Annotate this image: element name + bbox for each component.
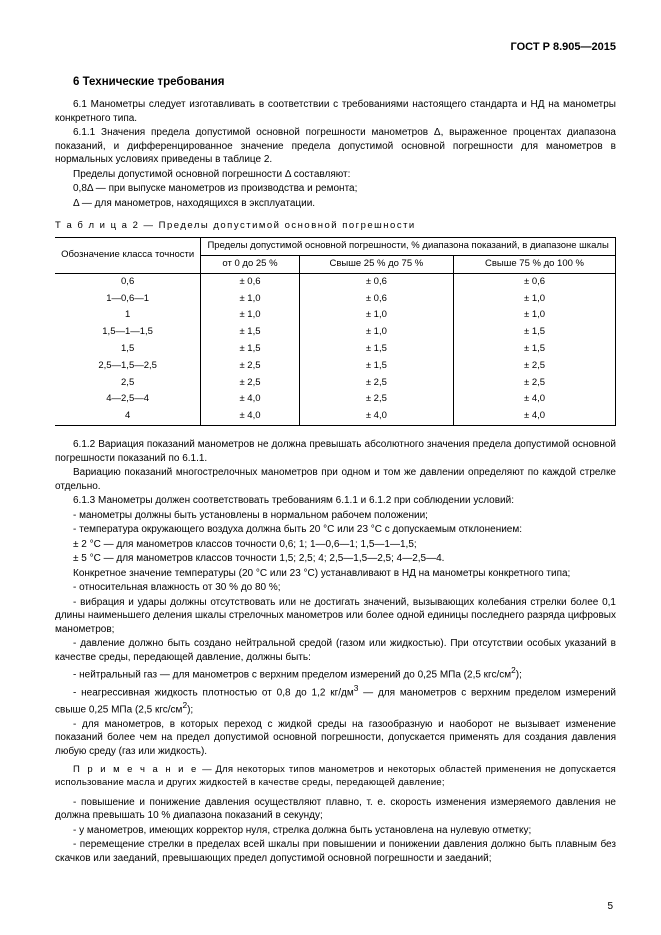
table-cell: ± 4,0 xyxy=(201,408,299,425)
body-text: 6.1.1 Значения предела допустимой основн… xyxy=(55,126,616,167)
table-cell: 0,6 xyxy=(55,273,201,290)
table-cell: ± 4,0 xyxy=(454,408,616,425)
table-cell: ± 0,6 xyxy=(299,291,453,308)
table-cell: ± 1,0 xyxy=(454,307,616,324)
table-cell: ± 1,0 xyxy=(201,291,299,308)
table-subheader: от 0 до 25 % xyxy=(201,255,299,273)
table-cell: ± 1,5 xyxy=(454,324,616,341)
body-text: 6.1.3 Манометры должен соответствовать т… xyxy=(55,494,616,508)
table-cell: 1,5—1—1,5 xyxy=(55,324,201,341)
table-cell: 1 xyxy=(55,307,201,324)
body-text: ± 2 °С — для манометров классов точности… xyxy=(55,538,616,552)
table-cell: ± 2,5 xyxy=(454,375,616,392)
body-text: - вибрация и удары должны отсутствовать … xyxy=(55,596,616,637)
doc-code: ГОСТ Р 8.905—2015 xyxy=(55,40,616,55)
body-text: - неагрессивная жидкость плотностью от 0… xyxy=(55,683,616,717)
body-text: 6.1 Манометры следует изготавливать в со… xyxy=(55,98,616,125)
body-text: - повышение и понижение давления осущест… xyxy=(55,796,616,823)
table-cell: ± 2,5 xyxy=(201,358,299,375)
body-text: - давление должно быть создано нейтральн… xyxy=(55,637,616,664)
table-cell: ± 2,5 xyxy=(299,375,453,392)
table-cell: 2,5 xyxy=(55,375,201,392)
table-cell: ± 1,5 xyxy=(454,341,616,358)
body-text: - нейтральный газ — для манометров с вер… xyxy=(55,665,616,682)
table-cell: ± 1,0 xyxy=(201,307,299,324)
section-name: Технические требования xyxy=(83,76,225,88)
table-cell: ± 2,5 xyxy=(454,358,616,375)
table-cell: ± 1,0 xyxy=(454,291,616,308)
text-span: ); xyxy=(187,704,193,715)
table-cell: ± 2,5 xyxy=(299,391,453,408)
error-limits-table: Обозначение класса точности Пределы допу… xyxy=(55,237,616,426)
table-cell: 4 xyxy=(55,408,201,425)
note: П р и м е ч а н и е — Для некоторых типо… xyxy=(55,764,616,790)
table-subheader: Свыше 75 % до 100 % xyxy=(454,255,616,273)
page-number: 5 xyxy=(607,900,613,914)
table-cell: ± 1,5 xyxy=(201,324,299,341)
table-cell: ± 0,6 xyxy=(201,273,299,290)
body-text: - относительная влажность от 30 % до 80 … xyxy=(55,581,616,595)
section-num: 6 xyxy=(73,76,79,88)
body-text: 0,8Δ — при выпуске манометров из произво… xyxy=(55,182,616,196)
body-text: - температура окружающего воздуха должна… xyxy=(55,523,616,537)
body-text: - у манометров, имеющих корректор нуля, … xyxy=(55,824,616,838)
body-text: Δ — для манометров, находящихся в эксплу… xyxy=(55,197,616,211)
page: ГОСТ Р 8.905—2015 6 Технические требован… xyxy=(0,0,661,935)
table-header: Пределы допустимой основной погрешности,… xyxy=(201,238,616,256)
note-label: П р и м е ч а н и е xyxy=(73,764,198,775)
table-caption: Т а б л и ц а 2 — Пределы допустимой осн… xyxy=(55,220,616,233)
body-text: - перемещение стрелки в пределах всей шк… xyxy=(55,838,616,865)
table-cell: ± 0,6 xyxy=(299,273,453,290)
body-text: ± 5 °С — для манометров классов точности… xyxy=(55,552,616,566)
table-cell: ± 4,0 xyxy=(201,391,299,408)
body-text: 6.1.2 Вариация показаний манометров не д… xyxy=(55,438,616,465)
text-span: - нейтральный газ — для манометров с вер… xyxy=(73,669,511,680)
table-subheader: Свыше 25 % до 75 % xyxy=(299,255,453,273)
body-text: Конкретное значение температуры (20 °С и… xyxy=(55,567,616,581)
table-cell: ± 1,5 xyxy=(299,341,453,358)
table-cell: ± 4,0 xyxy=(454,391,616,408)
table-cell: ± 1,5 xyxy=(201,341,299,358)
body-text: Пределы допустимой основной погрешности … xyxy=(55,168,616,182)
table-cell: ± 2,5 xyxy=(201,375,299,392)
table-cell: 2,5—1,5—2,5 xyxy=(55,358,201,375)
table-cell: ± 1,0 xyxy=(299,307,453,324)
table-cell: ± 1,0 xyxy=(299,324,453,341)
body-text: - для манометров, в которых переход с жи… xyxy=(55,718,616,759)
table-cell: ± 0,6 xyxy=(454,273,616,290)
table-cell: ± 1,5 xyxy=(299,358,453,375)
table-cell: 4—2,5—4 xyxy=(55,391,201,408)
section-title: 6 Технические требования xyxy=(73,75,616,91)
table-cell: ± 4,0 xyxy=(299,408,453,425)
text-span: ); xyxy=(516,669,522,680)
table-cell: 1,5 xyxy=(55,341,201,358)
body-text: - манометры должны быть установлены в но… xyxy=(55,509,616,523)
table-header: Обозначение класса точности xyxy=(55,238,201,274)
body-text: Вариацию показаний многострелочных маном… xyxy=(55,466,616,493)
table-cell: 1—0,6—1 xyxy=(55,291,201,308)
text-span: - неагрессивная жидкость плотностью от 0… xyxy=(73,687,354,698)
